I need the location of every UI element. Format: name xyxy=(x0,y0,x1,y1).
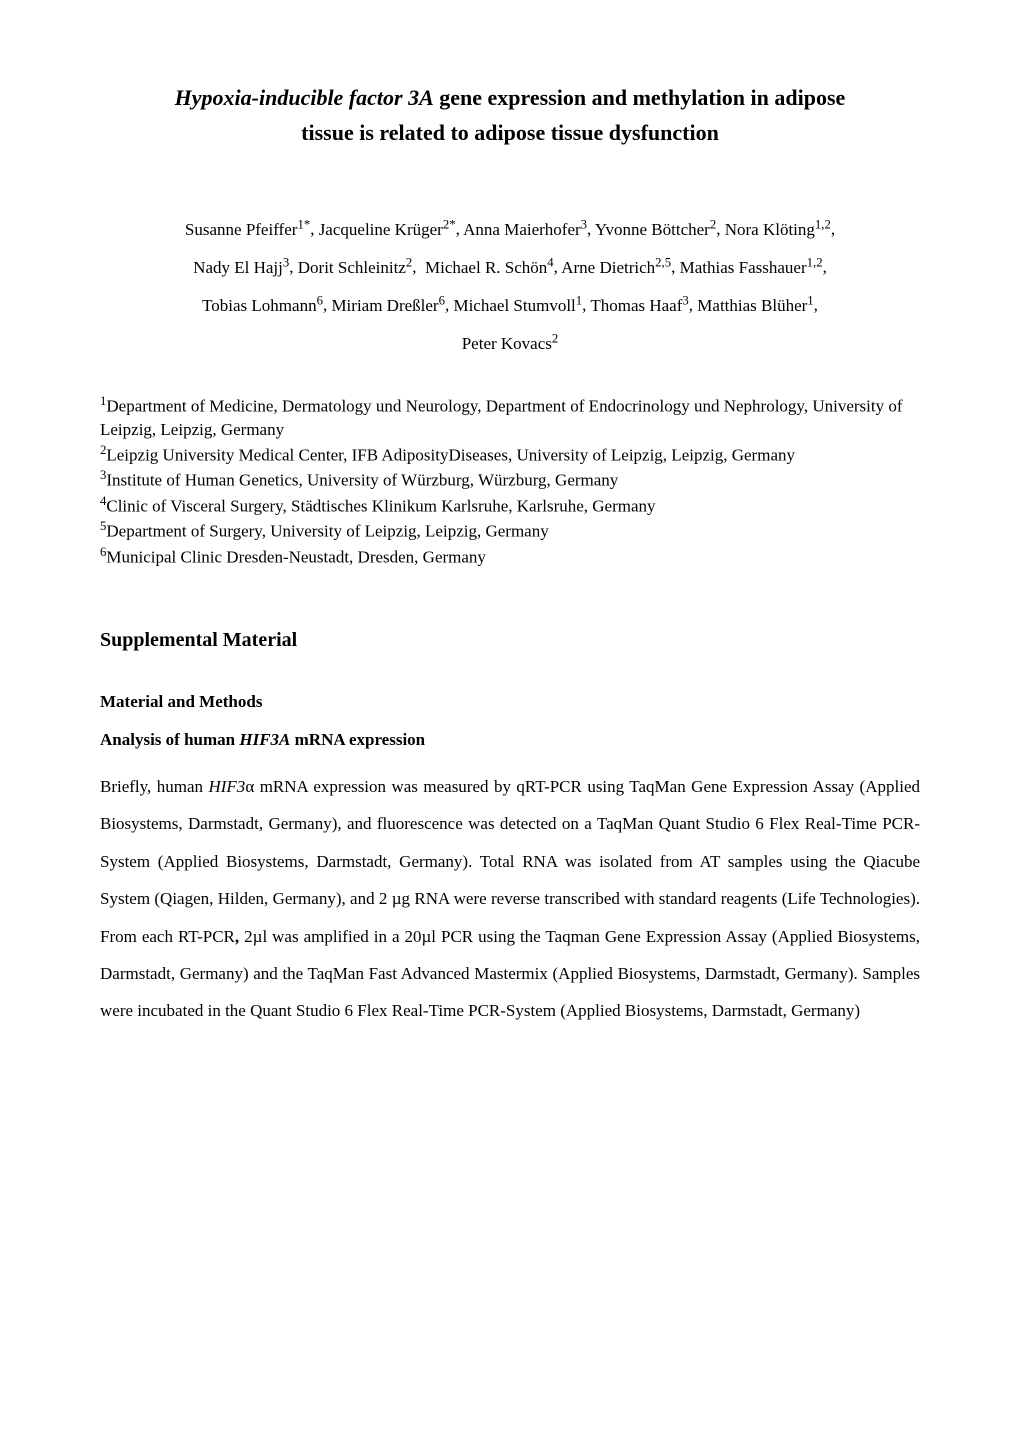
supplemental-heading: Supplemental Material xyxy=(100,629,920,652)
author: Susanne Pfeiffer1* xyxy=(185,220,310,239)
author-sup: 2* xyxy=(443,217,456,231)
title-block: Hypoxia-inducible factor 3A gene express… xyxy=(100,80,920,150)
analysis-heading: Analysis of human HIF3A mRNA expression xyxy=(100,730,920,750)
author: Michael Stumvoll1 xyxy=(453,296,582,315)
body-italic-gene: HIF3 xyxy=(208,777,245,796)
affil-text: Institute of Human Genetics, University … xyxy=(106,471,618,490)
author: Nora Klöting1,2 xyxy=(725,220,831,239)
methods-heading: Material and Methods xyxy=(100,692,920,712)
affiliation: 2Leipzig University Medical Center, IFB … xyxy=(100,442,920,467)
author-name: Matthias Blüher xyxy=(697,296,807,315)
affiliation: 5Department of Surgery, University of Le… xyxy=(100,518,920,543)
analysis-heading-italic: HIF3A xyxy=(239,730,290,749)
author-sup: 6 xyxy=(317,293,323,307)
author-sup: 6 xyxy=(439,293,445,307)
author-sup: 2,5 xyxy=(655,255,671,269)
author-sup: 3 xyxy=(283,255,289,269)
author: Michael R. Schön4 xyxy=(425,258,554,277)
analysis-heading-suffix: mRNA expression xyxy=(290,730,425,749)
author-sup: 3 xyxy=(581,217,587,231)
affiliation: 4Clinic of Visceral Surgery, Städtisches… xyxy=(100,493,920,518)
author-name: Nady El Hajj xyxy=(193,258,283,277)
author: Mathias Fasshauer1,2 xyxy=(680,258,823,277)
author-sup: 1,2 xyxy=(807,255,823,269)
title-line-2: tissue is related to adipose tissue dysf… xyxy=(100,115,920,150)
body-text-b: mRNA expression was measured by qRT-PCR … xyxy=(100,777,920,946)
title-rest-part: gene expression and methylation in adipo… xyxy=(434,85,846,110)
affil-text: Department of Medicine, Dermatology und … xyxy=(100,396,903,439)
author-sup: 3 xyxy=(682,293,688,307)
author-name: Peter Kovacs xyxy=(462,334,552,353)
affil-text: Department of Surgery, University of Lei… xyxy=(106,522,548,541)
author-name: Michael R. Schön xyxy=(425,258,547,277)
author-name: Tobias Lohmann xyxy=(202,296,316,315)
author-sup: 1 xyxy=(807,293,813,307)
affiliation: 6Municipal Clinic Dresden-Neustadt, Dres… xyxy=(100,544,920,569)
author-name: Nora Klöting xyxy=(725,220,815,239)
affil-text: Clinic of Visceral Surgery, Städtisches … xyxy=(106,496,655,515)
author: Dorit Schleinitz2 xyxy=(298,258,413,277)
author: Matthias Blüher1 xyxy=(697,296,813,315)
affil-text: Municipal Clinic Dresden-Neustadt, Dresd… xyxy=(106,547,486,566)
author-sup: 2 xyxy=(710,217,716,231)
author-name: Yvonne Böttcher xyxy=(595,220,710,239)
author-sup: 2 xyxy=(552,332,558,346)
affil-text: Leipzig University Medical Center, IFB A… xyxy=(106,445,795,464)
author: Arne Dietrich2,5 xyxy=(561,258,671,277)
author-name: Mathias Fasshauer xyxy=(680,258,807,277)
body-text-a: Briefly, human xyxy=(100,777,208,796)
body-alpha: α xyxy=(245,777,254,796)
author-sup: 1* xyxy=(297,217,310,231)
author: Jacqueline Krüger2* xyxy=(319,220,456,239)
author: Peter Kovacs2 xyxy=(462,334,559,353)
author-sup: 1,2 xyxy=(815,217,831,231)
author-name: Susanne Pfeiffer xyxy=(185,220,298,239)
author-name: Jacqueline Krüger xyxy=(319,220,443,239)
author: Yvonne Böttcher2 xyxy=(595,220,716,239)
author-sup: 2 xyxy=(406,255,412,269)
author-name: Thomas Haaf xyxy=(590,296,682,315)
author: Anna Maierhofer3 xyxy=(463,220,587,239)
author: Thomas Haaf3 xyxy=(590,296,688,315)
affiliation: 1Department of Medicine, Dermatology und… xyxy=(100,393,920,442)
author-name: Miriam Dreßler xyxy=(331,296,438,315)
author-name: Anna Maierhofer xyxy=(463,220,581,239)
analysis-heading-prefix: Analysis of human xyxy=(100,730,239,749)
author: Miriam Dreßler6 xyxy=(331,296,445,315)
author: Nady El Hajj3 xyxy=(193,258,289,277)
title-italic-part: Hypoxia-inducible factor 3A xyxy=(175,85,434,110)
author-sup: 4 xyxy=(547,255,553,269)
author: Tobias Lohmann6 xyxy=(202,296,323,315)
author-list: Susanne Pfeiffer1*, Jacqueline Krüger2*,… xyxy=(100,210,920,362)
author-name: Arne Dietrich xyxy=(561,258,655,277)
affiliation: 3Institute of Human Genetics, University… xyxy=(100,467,920,492)
author-name: Dorit Schleinitz xyxy=(298,258,406,277)
author-sup: 1 xyxy=(576,293,582,307)
author-name: Michael Stumvoll xyxy=(453,296,575,315)
body-paragraph: Briefly, human HIF3α mRNA expression was… xyxy=(100,768,920,1030)
title-line-1: Hypoxia-inducible factor 3A gene express… xyxy=(100,80,920,115)
affiliations-block: 1Department of Medicine, Dermatology und… xyxy=(100,393,920,570)
